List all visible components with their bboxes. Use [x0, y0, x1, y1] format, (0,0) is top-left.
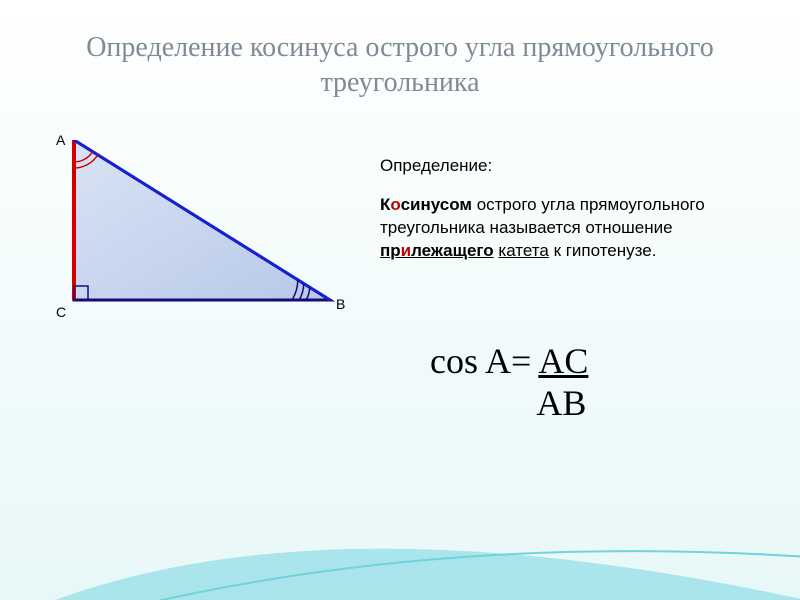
vertex-label-a: A — [56, 132, 65, 148]
slide-content: Определение косинуса острого угла прямоу… — [0, 0, 800, 600]
definition-label: Определение: — [380, 155, 780, 178]
vertex-label-b: B — [336, 296, 345, 312]
triangle-diagram: A B C — [30, 140, 360, 340]
cosine-formula: cos A= AC AB — [430, 340, 588, 424]
slide-title: Определение косинуса острого угла прямоу… — [50, 30, 750, 100]
vertex-label-c: C — [56, 304, 66, 320]
definition-body: Косинусом острого угла прямоугольного тр… — [380, 194, 780, 263]
definition-block: Определение: Косинусом острого угла прям… — [380, 155, 780, 263]
